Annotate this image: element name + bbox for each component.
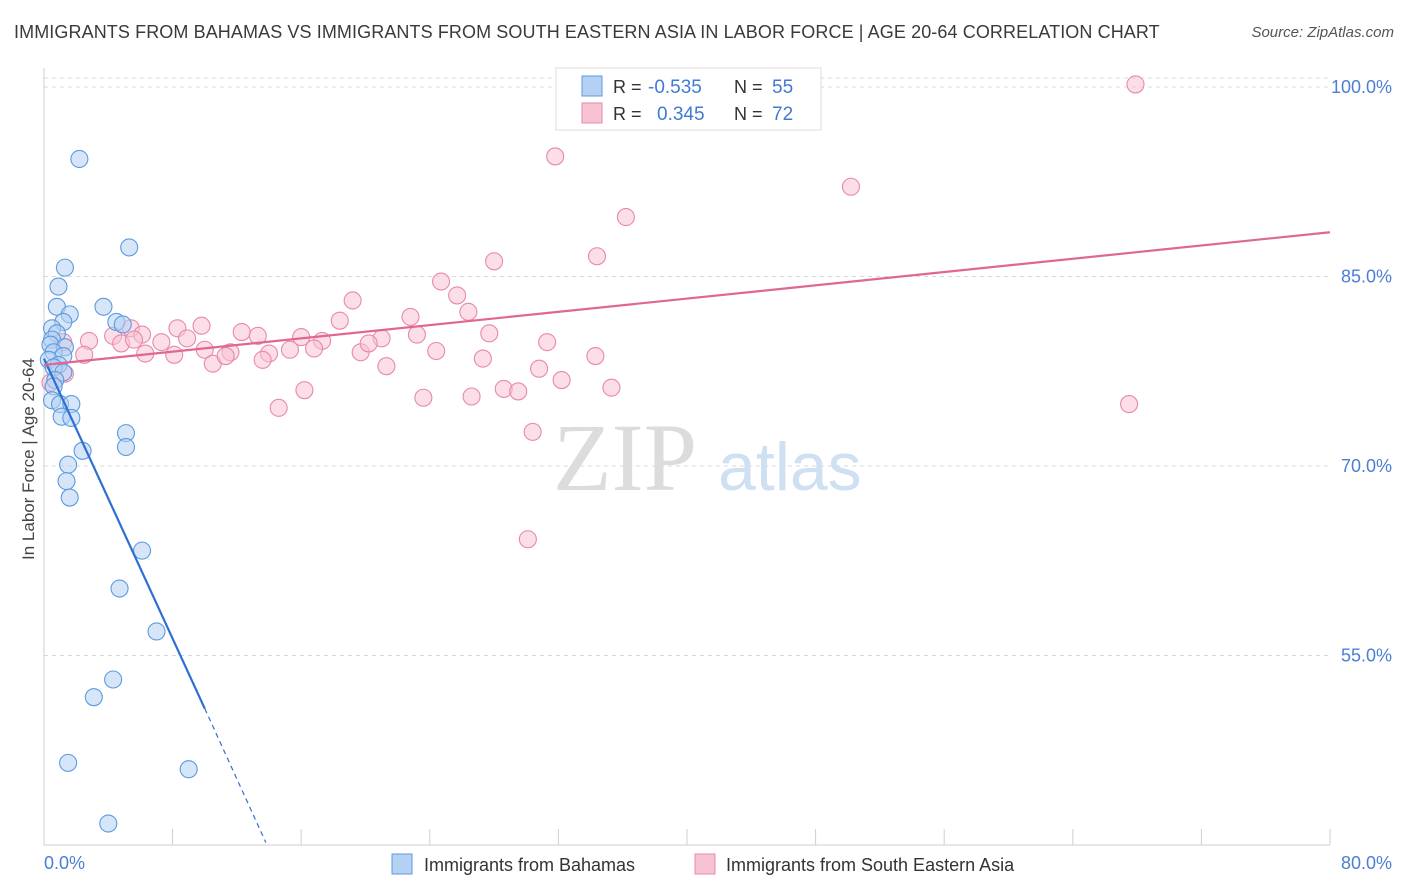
- data-point: [587, 247, 607, 266]
- data-point: [55, 258, 74, 277]
- data-point: [459, 302, 478, 321]
- data-point: [518, 530, 537, 549]
- data-point: [57, 472, 76, 491]
- data-point: [110, 579, 129, 598]
- data-point: [178, 329, 197, 348]
- data-point: [269, 398, 288, 417]
- data-point: [480, 324, 499, 343]
- data-point: [280, 340, 299, 359]
- data-point: [99, 814, 118, 833]
- trend-line-south-eastern-asia: [43, 231, 1331, 366]
- data-point: [165, 345, 184, 364]
- data-point: [427, 341, 446, 361]
- data-point: [147, 622, 166, 641]
- data-point: [546, 147, 565, 166]
- legend-r-value-sea: 0.345: [657, 104, 705, 125]
- data-point: [485, 252, 504, 271]
- watermark-zip: ZIP: [553, 404, 697, 511]
- legend-n-value-bahamas: 55: [772, 77, 793, 98]
- data-point: [509, 382, 528, 401]
- bottom-legend: Immigrants from Bahamas Immigrants from …: [391, 853, 1015, 875]
- data-point: [192, 316, 211, 335]
- trend-line-bahamas: [43, 358, 206, 710]
- legend-box: R = -0.535 N = 55 R = 0.345 N = 72: [555, 67, 822, 131]
- trend-lines: [43, 231, 1331, 843]
- data-point: [120, 238, 139, 257]
- x-tick-label-max: 80.0%: [1341, 853, 1392, 873]
- data-point: [616, 208, 635, 227]
- data-point: [432, 272, 451, 291]
- data-point: [530, 359, 549, 378]
- bottom-legend-label-sea: Immigrants from South Eastern Asia: [726, 855, 1015, 875]
- data-point: [359, 334, 378, 353]
- data-point: [462, 387, 481, 406]
- data-point: [133, 541, 152, 560]
- data-point: [113, 315, 132, 334]
- bottom-legend-label-bahamas: Immigrants from Bahamas: [424, 855, 635, 875]
- data-point: [59, 455, 78, 474]
- data-point: [232, 323, 251, 342]
- data-point: [330, 311, 349, 330]
- legend-swatch-bahamas: [581, 75, 603, 97]
- data-point: [552, 371, 571, 390]
- data-point: [602, 378, 621, 397]
- data-point: [841, 177, 861, 196]
- data-point: [473, 349, 492, 368]
- bottom-legend-swatch-bahamas: [391, 853, 413, 875]
- legend-n-value-sea: 72: [772, 104, 793, 125]
- chart-title: IMMIGRANTS FROM BAHAMAS VS IMMIGRANTS FR…: [14, 22, 1160, 42]
- y-tick-label: 85.0%: [1341, 266, 1392, 286]
- data-point: [116, 437, 136, 457]
- legend-swatch-sea: [581, 102, 603, 124]
- y-axis-title: In Labor Force | Age 20-64: [19, 358, 38, 560]
- bottom-legend-swatch-sea: [694, 853, 716, 875]
- data-point: [59, 753, 78, 772]
- data-point: [94, 297, 113, 316]
- data-point: [295, 381, 314, 400]
- data-point: [104, 670, 123, 689]
- zipatlas-watermark: ZIP atlas: [553, 404, 862, 511]
- y-tick-label: 55.0%: [1341, 645, 1392, 665]
- data-point: [401, 307, 420, 326]
- gridlines: [44, 77, 1330, 656]
- data-point: [407, 325, 426, 344]
- y-tick-labels: 55.0% 70.0% 85.0% 100.0%: [1331, 77, 1392, 666]
- data-point: [448, 286, 467, 305]
- data-point: [152, 333, 171, 352]
- watermark-atlas: atlas: [718, 429, 862, 505]
- legend-r-value-bahamas: -0.535: [648, 77, 702, 98]
- data-point: [343, 291, 362, 310]
- data-point: [248, 326, 267, 345]
- data-point: [414, 388, 433, 407]
- data-point: [49, 277, 68, 296]
- source-credit: Source: ZipAtlas.com: [1251, 24, 1394, 41]
- data-point: [377, 357, 396, 376]
- legend-r-label-bahamas: R =: [613, 77, 642, 97]
- data-point: [1120, 395, 1139, 414]
- data-point: [179, 760, 198, 779]
- legend-n-label-bahamas: N =: [734, 77, 763, 97]
- data-point: [75, 345, 94, 364]
- data-point: [216, 347, 235, 366]
- data-point: [70, 149, 89, 169]
- y-tick-label: 100.0%: [1331, 77, 1392, 97]
- x-tick-label-min: 0.0%: [44, 853, 85, 873]
- legend-r-label-sea: R =: [613, 104, 642, 124]
- series-bahamas: [39, 149, 198, 833]
- x-ticks: [43, 829, 1331, 845]
- y-tick-label: 70.0%: [1341, 456, 1392, 476]
- data-point: [305, 339, 324, 358]
- data-point: [523, 422, 542, 441]
- data-point: [538, 333, 557, 352]
- data-point: [124, 330, 144, 349]
- trend-line-bahamas-extrapolated: [204, 708, 267, 843]
- legend-n-label-sea: N =: [734, 104, 763, 124]
- data-point: [586, 347, 605, 366]
- data-point: [60, 488, 79, 507]
- x-tick-labels: 0.0% 80.0%: [44, 853, 1392, 873]
- data-point: [253, 350, 272, 369]
- data-point: [84, 688, 103, 707]
- data-point: [1126, 75, 1145, 94]
